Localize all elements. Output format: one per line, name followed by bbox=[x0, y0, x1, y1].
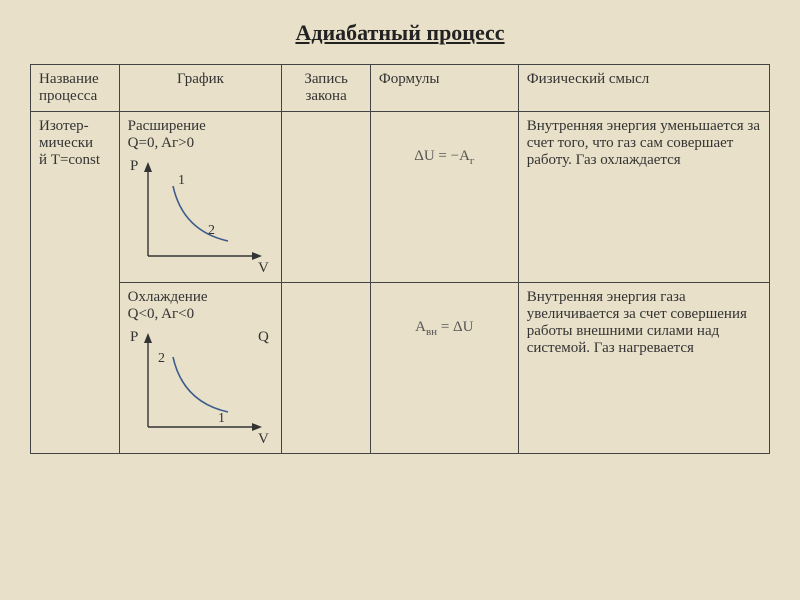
cell-cooling-formula: Aвн = ΔU bbox=[370, 283, 518, 454]
table-row: Изотер- мически й T=const Расширение Q=0… bbox=[31, 112, 770, 283]
cooling-cond: Q<0, Aг<0 bbox=[128, 306, 274, 323]
axis-v-label: V bbox=[258, 260, 269, 276]
cell-expansion-formula: ΔU = −Aг bbox=[370, 112, 518, 283]
adiabat-curve bbox=[173, 357, 228, 412]
name-line3: й T=const bbox=[39, 152, 100, 168]
name-line1: Изотер- bbox=[39, 118, 89, 134]
axis-p-label: P bbox=[130, 329, 138, 345]
q-label: Q bbox=[258, 329, 269, 345]
cooling-label: Охлаждение bbox=[128, 289, 274, 306]
x-axis-arrow-icon bbox=[252, 423, 262, 431]
process-table: Название процесса График Запись закона Ф… bbox=[30, 64, 770, 454]
y-axis-arrow-icon bbox=[144, 333, 152, 343]
table-row: Охлаждение Q<0, Aг<0 P Q 2 1 V bbox=[31, 283, 770, 454]
point-2-label: 2 bbox=[158, 351, 165, 366]
formula-suffix: = ΔU bbox=[437, 319, 473, 335]
adiabat-curve bbox=[173, 186, 228, 241]
table-header-row: Название процесса График Запись закона Ф… bbox=[31, 65, 770, 112]
formula-prefix: A bbox=[415, 319, 426, 335]
cell-expansion-law bbox=[282, 112, 371, 283]
col-header-graph: График bbox=[119, 65, 282, 112]
col-header-law: Запись закона bbox=[282, 65, 371, 112]
point-1-label: 1 bbox=[178, 173, 185, 188]
cell-cooling-physical: Внутренняя энергия газа увеличивается за… bbox=[518, 283, 769, 454]
axis-p-label: P bbox=[130, 158, 138, 174]
cooling-pv-diagram: P Q 2 1 V bbox=[128, 327, 278, 447]
cell-cooling-graph: Охлаждение Q<0, Aг<0 P Q 2 1 V bbox=[119, 283, 282, 454]
expansion-pv-diagram: P 1 2 V bbox=[128, 156, 278, 276]
expansion-label: Расширение bbox=[128, 118, 274, 135]
y-axis-arrow-icon bbox=[144, 162, 152, 172]
cell-cooling-law bbox=[282, 283, 371, 454]
cell-expansion-physical: Внутренняя энергия уменьшается за счет т… bbox=[518, 112, 769, 283]
cell-process-name: Изотер- мически й T=const bbox=[31, 112, 120, 454]
col-header-name: Название процесса bbox=[31, 65, 120, 112]
col-header-formulas: Формулы bbox=[370, 65, 518, 112]
formula-sub: г bbox=[470, 155, 475, 167]
formula-text: ΔU = −A bbox=[414, 148, 470, 164]
page-title: Адиабатный процесс bbox=[30, 20, 770, 46]
axis-v-label: V bbox=[258, 431, 269, 447]
name-line2: мически bbox=[39, 135, 93, 151]
point-1-label: 1 bbox=[218, 411, 225, 426]
cell-expansion-graph: Расширение Q=0, Aг>0 P 1 2 V bbox=[119, 112, 282, 283]
formula-sub: вн bbox=[426, 326, 437, 338]
x-axis-arrow-icon bbox=[252, 252, 262, 260]
point-2-label: 2 bbox=[208, 223, 215, 238]
col-header-physical: Физический смысл bbox=[518, 65, 769, 112]
expansion-formula: ΔU = −Aг bbox=[379, 118, 510, 167]
cooling-formula: Aвн = ΔU bbox=[379, 289, 510, 338]
expansion-cond: Q=0, Aг>0 bbox=[128, 135, 274, 152]
